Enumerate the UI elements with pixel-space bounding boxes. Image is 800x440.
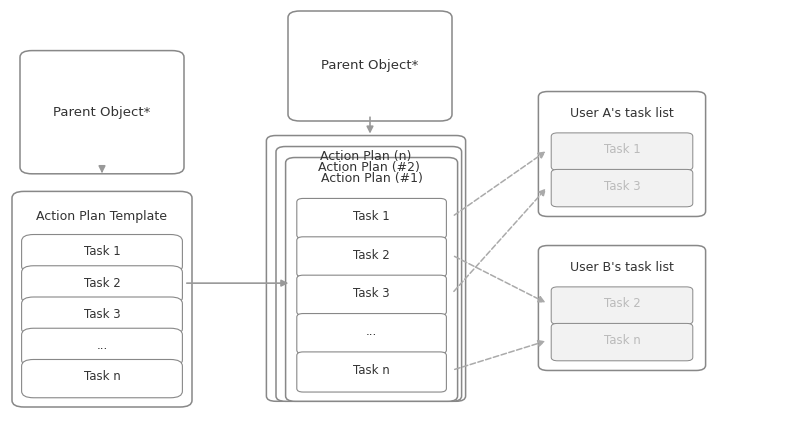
Text: User B's task list: User B's task list [570, 261, 674, 274]
FancyBboxPatch shape [538, 92, 706, 216]
FancyBboxPatch shape [297, 352, 446, 392]
Text: Task n: Task n [84, 370, 120, 383]
Text: Task 3: Task 3 [604, 180, 640, 193]
FancyBboxPatch shape [22, 359, 182, 398]
Text: Action Plan (n): Action Plan (n) [320, 150, 412, 163]
FancyBboxPatch shape [276, 147, 462, 401]
FancyBboxPatch shape [20, 51, 184, 174]
Text: Task n: Task n [604, 334, 640, 347]
FancyBboxPatch shape [538, 246, 706, 370]
Text: User A's task list: User A's task list [570, 107, 674, 120]
Text: Task 2: Task 2 [354, 249, 390, 262]
Text: Task 1: Task 1 [84, 246, 120, 258]
Text: Task 2: Task 2 [604, 297, 640, 310]
FancyBboxPatch shape [551, 169, 693, 207]
FancyBboxPatch shape [551, 133, 693, 170]
Text: Task 3: Task 3 [84, 308, 120, 321]
FancyBboxPatch shape [297, 237, 446, 277]
Text: Task n: Task n [354, 364, 390, 377]
Text: Parent Object*: Parent Object* [322, 59, 418, 73]
FancyBboxPatch shape [297, 314, 446, 354]
FancyBboxPatch shape [22, 235, 182, 273]
FancyBboxPatch shape [551, 323, 693, 361]
FancyBboxPatch shape [297, 198, 446, 238]
Text: ...: ... [366, 325, 378, 338]
FancyBboxPatch shape [286, 158, 458, 401]
Text: Action Plan Template: Action Plan Template [37, 210, 167, 223]
FancyBboxPatch shape [22, 266, 182, 304]
Text: Task 3: Task 3 [354, 287, 390, 300]
FancyBboxPatch shape [22, 297, 182, 335]
Text: Task 1: Task 1 [354, 210, 390, 223]
FancyBboxPatch shape [266, 136, 466, 401]
FancyBboxPatch shape [297, 275, 446, 315]
Text: Task 1: Task 1 [604, 143, 640, 156]
Text: Action Plan (#1): Action Plan (#1) [321, 172, 422, 185]
Text: Parent Object*: Parent Object* [54, 106, 150, 119]
FancyBboxPatch shape [22, 328, 182, 367]
Text: ...: ... [96, 339, 108, 352]
FancyBboxPatch shape [551, 287, 693, 324]
FancyBboxPatch shape [12, 191, 192, 407]
Text: Action Plan (#2): Action Plan (#2) [318, 161, 420, 174]
FancyBboxPatch shape [288, 11, 452, 121]
Text: Task 2: Task 2 [84, 277, 120, 290]
